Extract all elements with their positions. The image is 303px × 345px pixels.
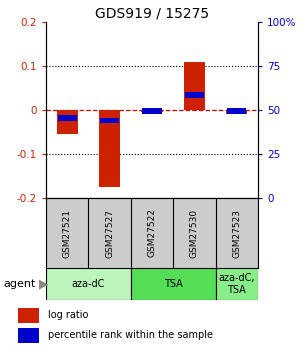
Text: aza-dC,
TSA: aza-dC, TSA <box>218 273 255 295</box>
Bar <box>226 110 248 115</box>
Text: GSM27521: GSM27521 <box>63 208 72 257</box>
Text: GSM27522: GSM27522 <box>148 209 157 257</box>
Text: GSM27523: GSM27523 <box>232 208 241 257</box>
Text: percentile rank within the sample: percentile rank within the sample <box>48 331 214 341</box>
Bar <box>216 268 258 300</box>
Text: GSM27530: GSM27530 <box>190 208 199 258</box>
Text: agent: agent <box>3 279 35 289</box>
Text: ▶: ▶ <box>39 277 49 290</box>
Text: TSA: TSA <box>164 279 183 289</box>
Bar <box>227 108 246 114</box>
Bar <box>58 115 77 121</box>
Bar <box>57 110 78 134</box>
Bar <box>142 110 163 112</box>
Text: log ratio: log ratio <box>48 310 89 321</box>
Bar <box>142 108 161 114</box>
Bar <box>100 118 119 124</box>
Bar <box>185 92 204 98</box>
Bar <box>131 268 216 300</box>
Bar <box>99 110 120 187</box>
Bar <box>18 328 39 343</box>
Bar <box>18 308 39 323</box>
Text: GSM27527: GSM27527 <box>105 208 114 257</box>
Title: GDS919 / 15275: GDS919 / 15275 <box>95 7 209 21</box>
Text: aza-dC: aza-dC <box>72 279 105 289</box>
Bar <box>46 268 131 300</box>
Bar <box>184 62 205 110</box>
